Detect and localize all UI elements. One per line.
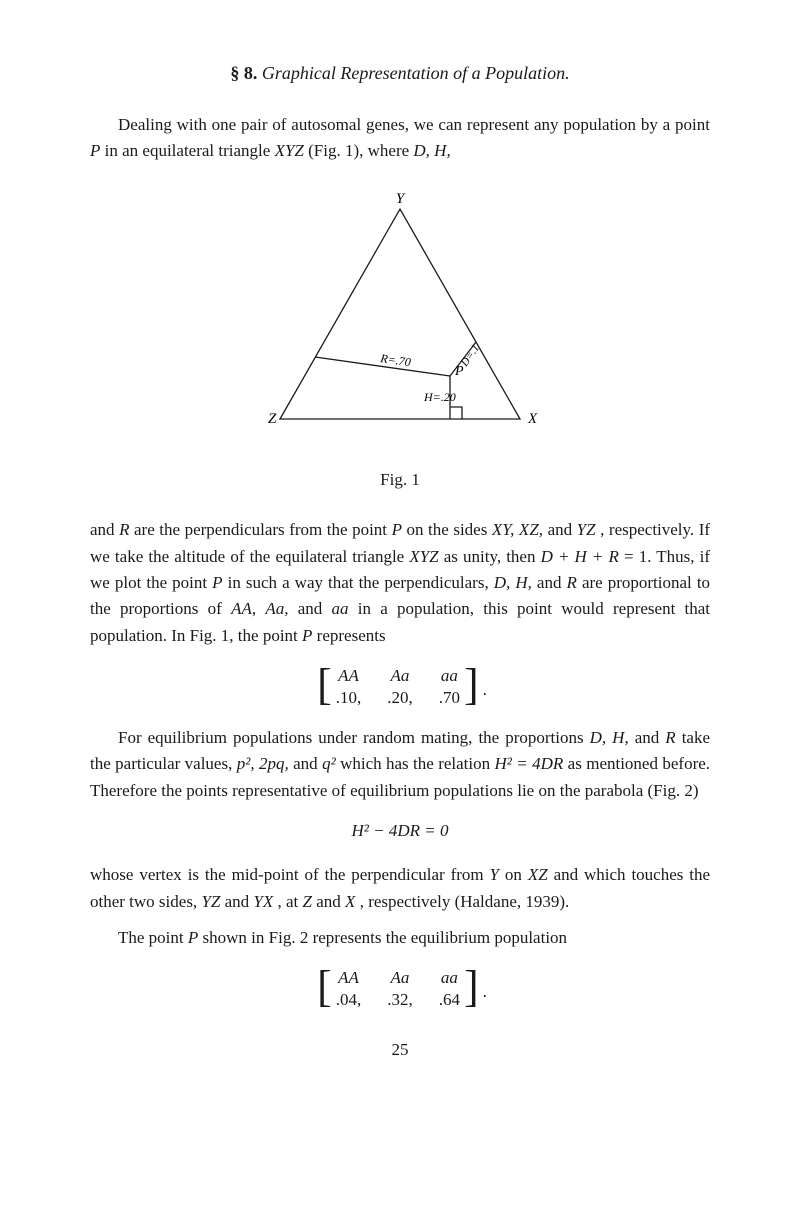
figure-1-caption: Fig. 1 xyxy=(90,467,710,493)
section-title: § 8. Graphical Representation of a Popul… xyxy=(90,60,710,88)
paragraph-1: Dealing with one pair of autosomal genes… xyxy=(90,112,710,165)
label-z: Z xyxy=(268,411,277,427)
right-bracket-icon: ] xyxy=(460,663,483,707)
label-x: X xyxy=(527,411,538,427)
section-text: Graphical Representation of a Population… xyxy=(262,63,570,83)
section-number: § 8. xyxy=(230,63,257,83)
paragraph-3: For equilibrium populations under random… xyxy=(90,725,710,804)
right-bracket-icon: ] xyxy=(460,965,483,1009)
paragraph-5: The point P shown in Fig. 2 represents t… xyxy=(90,925,710,951)
triangle-diagram: Y X Z P R=.70 D=.1 H=.20 xyxy=(250,189,550,449)
left-bracket-icon: [ xyxy=(313,965,336,1009)
paragraph-4: whose vertex is the mid-point of the per… xyxy=(90,862,710,915)
page-number: 25 xyxy=(90,1037,710,1063)
genotype-matrix-1: [ AA.10, Aa.20, aa.70 ] . xyxy=(90,663,710,707)
label-h: H=.20 xyxy=(423,390,456,404)
paragraph-2: and R are the perpendiculars from the po… xyxy=(90,517,710,649)
left-bracket-icon: [ xyxy=(313,663,336,707)
page: § 8. Graphical Representation of a Popul… xyxy=(0,0,800,1104)
figure-1: Y X Z P R=.70 D=.1 H=.20 xyxy=(90,189,710,457)
equation-1: H² − 4DR = 0 xyxy=(90,818,710,844)
label-p: P xyxy=(454,364,464,379)
label-y: Y xyxy=(396,191,406,207)
genotype-matrix-2: [ AA.04, Aa.32, aa.64 ] . xyxy=(90,965,710,1009)
